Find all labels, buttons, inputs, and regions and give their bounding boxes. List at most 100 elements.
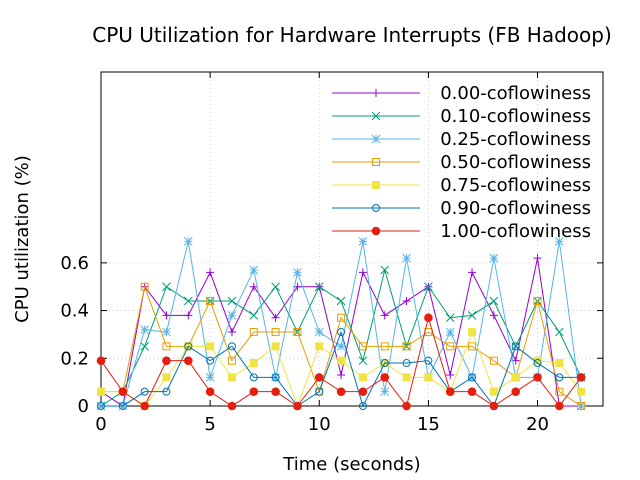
data-point (206, 268, 215, 277)
series-line (101, 330, 582, 408)
chart-title: CPU Utilization for Hardware Interrupts … (92, 23, 612, 47)
legend-label: 0.75-coflowiness (440, 175, 591, 196)
data-point (206, 342, 215, 351)
legend-label: 0.90-coflowiness (440, 198, 591, 219)
data-point (227, 328, 236, 337)
y-tick-label: 0.4 (60, 301, 89, 322)
data-point (227, 373, 236, 382)
data-point (162, 387, 171, 396)
data-point (249, 328, 258, 337)
legend-marker (372, 89, 380, 97)
legend-item: 1.00-coflowiness (332, 221, 591, 242)
data-point (358, 373, 367, 382)
data-point (468, 373, 477, 382)
data-point (489, 401, 499, 411)
data-point (358, 268, 367, 277)
data-point (183, 296, 193, 306)
data-point (533, 373, 542, 382)
legend-marker (372, 158, 380, 166)
data-point (227, 310, 237, 320)
data-point (140, 325, 150, 335)
data-point (315, 387, 324, 396)
data-point (555, 359, 564, 368)
data-point (467, 310, 477, 320)
data-point (97, 387, 105, 396)
y-tick-label: 0 (78, 396, 89, 417)
data-point (140, 282, 149, 291)
data-point (533, 359, 542, 368)
data-point (162, 327, 171, 337)
data-point (576, 401, 586, 411)
data-point (489, 356, 498, 365)
data-point (227, 401, 237, 411)
data-point (249, 282, 258, 291)
data-point (402, 342, 411, 351)
data-point (468, 268, 477, 277)
data-point (249, 265, 259, 275)
data-point (577, 387, 586, 396)
data-point (162, 282, 171, 292)
data-point (576, 373, 586, 382)
data-point (358, 402, 367, 410)
data-point (467, 387, 477, 396)
data-point (249, 359, 258, 368)
data-point (140, 387, 149, 396)
data-point (293, 268, 302, 277)
series-line (101, 284, 582, 407)
data-point (554, 237, 564, 246)
axis-ticks: 0 5 10 15 20 0 0.2 0.4 0.6 (60, 72, 603, 435)
data-point (380, 342, 389, 351)
data-point (511, 373, 520, 382)
plot-frame (100, 71, 604, 407)
legend-item: 0.00-coflowiness (332, 83, 591, 104)
data-point (336, 296, 346, 306)
data-point (489, 387, 498, 396)
data-point (271, 342, 280, 351)
legend-item: 0.25-coflowiness (332, 129, 591, 150)
legend-marker (372, 181, 380, 189)
series-layer (96, 237, 586, 411)
data-point (118, 387, 128, 396)
data-point (337, 328, 346, 337)
data-point (554, 327, 564, 337)
data-point (468, 342, 477, 351)
legend-marker (372, 204, 380, 212)
data-point (489, 253, 499, 263)
data-point (205, 373, 215, 382)
y-tick-label: 0.6 (60, 253, 89, 274)
x-tick-label: 15 (417, 414, 440, 435)
legend-label: 1.00-coflowiness (440, 221, 591, 242)
data-point (249, 310, 259, 320)
data-point (445, 387, 455, 396)
data-point (358, 237, 368, 246)
data-point (249, 387, 259, 396)
x-tick-label: 20 (526, 414, 549, 435)
data-point (293, 328, 302, 337)
data-point (314, 373, 324, 382)
data-point (97, 402, 105, 410)
data-point (206, 297, 215, 306)
legend-label: 0.00-coflowiness (440, 83, 591, 104)
data-point (140, 342, 150, 351)
data-point (271, 328, 280, 337)
data-point (227, 356, 236, 365)
data-point (380, 265, 390, 275)
data-point (337, 356, 346, 365)
data-point (489, 311, 498, 320)
y-tick-label: 0.2 (60, 348, 89, 369)
legend-item: 0.90-coflowiness (332, 198, 591, 219)
data-point (184, 311, 193, 320)
data-point (293, 401, 302, 411)
legend-item: 0.50-coflowiness (332, 152, 591, 173)
data-point (336, 387, 346, 396)
data-point (249, 373, 258, 382)
data-point (424, 313, 433, 323)
data-point (205, 387, 215, 396)
data-point (358, 387, 368, 396)
data-point (315, 342, 324, 351)
series-1.00-coflowiness (96, 313, 586, 411)
data-point (446, 342, 455, 351)
x-tick-label: 0 (95, 414, 106, 435)
data-point (206, 356, 215, 365)
data-point (227, 296, 237, 306)
